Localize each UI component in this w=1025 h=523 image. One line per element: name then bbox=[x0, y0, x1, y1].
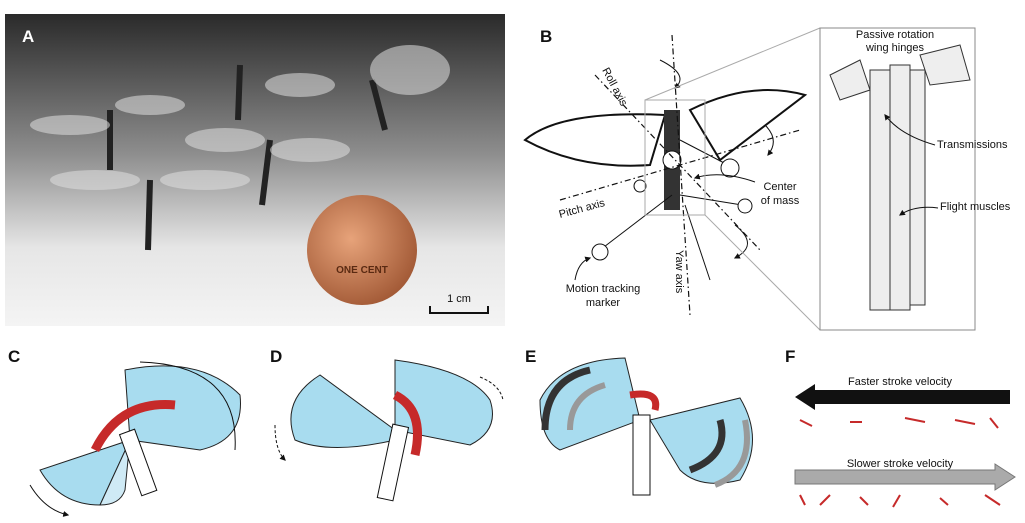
panel-label: C bbox=[8, 347, 20, 366]
rotation-arrow bbox=[733, 224, 748, 259]
wing bbox=[649, 397, 753, 484]
yaw-axis-label: Yaw axis bbox=[673, 250, 685, 294]
hinges-label: wing hinges bbox=[865, 42, 925, 54]
markers bbox=[591, 139, 753, 281]
muscles-label: Flight muscles bbox=[940, 201, 1011, 213]
wing bbox=[124, 365, 241, 451]
com-label: Center bbox=[763, 181, 796, 193]
pointer bbox=[574, 256, 592, 281]
gray-arrow bbox=[713, 419, 750, 488]
pointer bbox=[899, 206, 939, 216]
pointer bbox=[884, 114, 936, 146]
transmissions-label: Transmissions bbox=[937, 139, 1008, 151]
robots bbox=[107, 64, 388, 251]
panel-f: F Faster stroke velocity Slower stroke v… bbox=[785, 347, 1016, 508]
gray-arrow bbox=[567, 382, 606, 431]
black-arrow bbox=[688, 419, 726, 474]
red-arrow bbox=[392, 390, 422, 456]
center-of-mass bbox=[662, 150, 682, 170]
stroke-arrow bbox=[139, 361, 236, 451]
black-arrow bbox=[541, 366, 591, 431]
black-arrow bbox=[795, 384, 1010, 410]
body bbox=[376, 423, 410, 502]
coin bbox=[307, 195, 417, 305]
panel-a: ONE CENT A 1 cm bbox=[5, 14, 505, 326]
panel-e: E bbox=[525, 347, 753, 496]
yaw-axis bbox=[671, 34, 691, 316]
body bbox=[632, 414, 651, 496]
pitch-axis-label: Pitch axis bbox=[558, 197, 607, 221]
red-arrow bbox=[90, 400, 176, 453]
panel-label: E bbox=[525, 347, 536, 366]
red-arrow bbox=[629, 390, 660, 411]
stroke-arrow bbox=[479, 376, 504, 401]
faster-label: Faster stroke velocity bbox=[848, 376, 952, 388]
gray-arrow bbox=[794, 463, 1016, 491]
wing bbox=[99, 439, 131, 506]
panel-c: C bbox=[8, 347, 241, 517]
coin-text: ONE CENT bbox=[336, 265, 388, 276]
stroke-arrow bbox=[274, 424, 286, 461]
roll-axis-label: Roll axis bbox=[599, 66, 629, 109]
velocity-arrows bbox=[799, 417, 1001, 508]
hinges-label: Passive rotation bbox=[856, 29, 934, 41]
zoom-line bbox=[644, 27, 821, 101]
marker-label: Motion tracking bbox=[566, 283, 641, 295]
scale-label: 1 cm bbox=[447, 293, 471, 305]
stroke-arrow bbox=[29, 484, 70, 517]
pitch-axis bbox=[559, 129, 801, 201]
panel-label: D bbox=[270, 347, 282, 366]
zoom-line bbox=[704, 214, 821, 331]
pointer bbox=[693, 173, 756, 183]
wing bbox=[290, 374, 396, 448]
wing bbox=[523, 113, 667, 167]
rotation-arrow bbox=[764, 124, 774, 156]
panel-d: D bbox=[270, 347, 504, 502]
wings bbox=[30, 45, 450, 190]
slower-label: Slower stroke velocity bbox=[847, 458, 954, 470]
body bbox=[118, 428, 158, 497]
inset-drawing bbox=[829, 44, 971, 311]
scale-bar bbox=[429, 306, 489, 314]
panel-label: F bbox=[785, 347, 795, 366]
rotation-arrow bbox=[659, 59, 681, 89]
marker-label: marker bbox=[586, 297, 621, 309]
panel-label: B bbox=[540, 27, 552, 46]
zoom-box bbox=[644, 99, 706, 216]
panel-label: A bbox=[22, 27, 34, 46]
wing bbox=[688, 89, 808, 162]
panel-b: B Roll axis Pitch axis Yaw axis Center o… bbox=[523, 27, 1011, 331]
com-label: of mass bbox=[761, 195, 800, 207]
